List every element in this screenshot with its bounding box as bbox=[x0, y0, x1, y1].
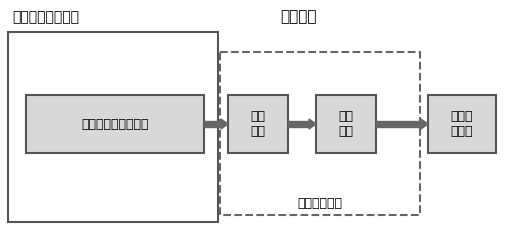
Bar bbox=[8, 32, 218, 222]
Text: 磁场强度检测模块: 磁场强度检测模块 bbox=[12, 10, 79, 24]
Text: 逻辑分
析模块: 逻辑分 析模块 bbox=[451, 110, 473, 138]
Text: 数据
转换: 数据 转换 bbox=[250, 110, 266, 138]
Bar bbox=[26, 95, 204, 153]
Bar bbox=[428, 95, 496, 153]
Text: 避障模块: 避障模块 bbox=[280, 9, 316, 24]
Text: 数字信号处理: 数字信号处理 bbox=[298, 196, 343, 209]
Text: 数字
滤波: 数字 滤波 bbox=[339, 110, 353, 138]
Bar bbox=[316, 95, 376, 153]
Polygon shape bbox=[421, 119, 428, 129]
Polygon shape bbox=[309, 119, 316, 129]
Bar bbox=[220, 52, 420, 215]
Text: 磁场强强度检测电路: 磁场强强度检测电路 bbox=[81, 118, 149, 131]
Polygon shape bbox=[221, 119, 228, 129]
Bar bbox=[228, 95, 288, 153]
